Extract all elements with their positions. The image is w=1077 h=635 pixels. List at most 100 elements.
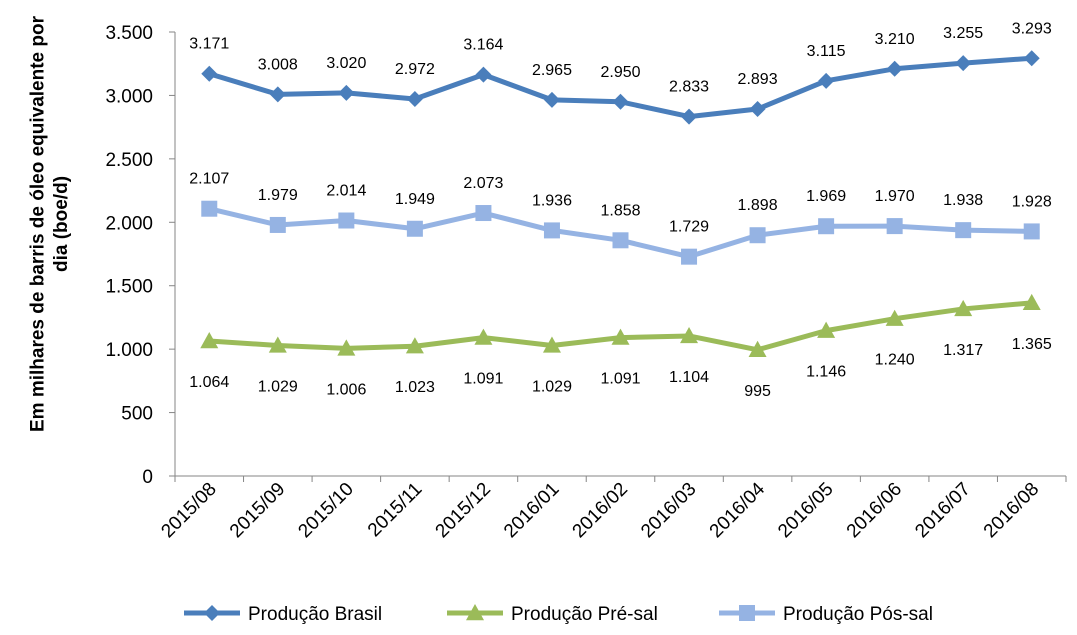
data-label: 2.833 — [669, 79, 709, 96]
x-tick-label: 2016/05 — [774, 479, 837, 542]
data-point — [680, 326, 699, 344]
data-point — [268, 336, 287, 353]
data-point — [955, 222, 972, 239]
x-tick-label: 2016/06 — [843, 479, 906, 542]
y-tick-label: 3.500 — [105, 23, 153, 44]
data-point — [337, 339, 356, 356]
y-axis-label: Em milhares de barris de óleo equivalent… — [27, 15, 72, 432]
data-point — [543, 91, 560, 108]
data-label: 3.020 — [326, 55, 366, 72]
data-point — [681, 248, 698, 265]
data-point — [475, 205, 492, 222]
data-label: 2.950 — [600, 64, 640, 81]
data-point — [818, 72, 835, 89]
x-tick-label: 2016/04 — [706, 478, 770, 542]
data-label: 1.858 — [600, 202, 640, 219]
data-point — [201, 65, 218, 82]
data-label: 1.029 — [532, 378, 572, 395]
x-tick-label: 2015/09 — [226, 479, 289, 542]
y-tick-label: 500 — [121, 404, 153, 425]
data-label: 1.023 — [395, 379, 435, 396]
data-label: 1.928 — [1012, 193, 1052, 210]
data-label: 1.006 — [326, 381, 366, 398]
y-tick-label: 1.000 — [105, 340, 153, 361]
legend-item: Produção Brasil — [184, 604, 382, 625]
data-label: 2.073 — [463, 175, 503, 192]
data-point — [749, 101, 766, 118]
data-point — [474, 328, 493, 345]
series-produ-o-brasil — [201, 50, 1040, 125]
y-axis-label-line: Em milhares de barris de óleo equivalent… — [27, 15, 48, 432]
data-label: 2.014 — [326, 183, 366, 200]
x-tick-label: 2016/01 — [500, 479, 563, 542]
data-label: 1.317 — [943, 342, 983, 359]
legend-marker — [739, 605, 755, 621]
data-point — [1023, 223, 1040, 240]
data-point — [612, 93, 629, 110]
legend-label: Produção Brasil — [248, 604, 382, 625]
chart-axes — [174, 32, 1066, 477]
y-tick-label: 2.500 — [105, 150, 153, 171]
data-point — [1022, 293, 1041, 311]
y-tick-label: 1.500 — [105, 277, 153, 298]
y-tick-label: 3.000 — [105, 86, 153, 107]
data-point — [475, 66, 492, 83]
data-point — [406, 220, 423, 237]
data-point — [749, 227, 766, 244]
y-tick-label: 0 — [142, 467, 153, 488]
data-point — [611, 328, 630, 345]
data-label: 1.979 — [258, 187, 298, 204]
data-point — [886, 60, 903, 77]
data-point — [405, 337, 424, 354]
data-label: 1.064 — [189, 374, 229, 391]
data-label: 1.029 — [258, 378, 298, 395]
data-label: 1.898 — [738, 197, 778, 214]
legend-item: Produção Pós-sal — [719, 604, 933, 625]
data-label: 1.091 — [463, 371, 503, 388]
x-tick-label: 2016/08 — [980, 479, 1043, 542]
series-layer — [200, 50, 1041, 357]
legend-item: Produção Pré-sal — [447, 604, 658, 625]
data-point — [748, 340, 767, 357]
data-label: 3.008 — [258, 56, 298, 73]
data-label: 995 — [744, 383, 771, 400]
legend-label: Produção Pré-sal — [511, 604, 658, 625]
y-axis-ticks: 0 500 1.000 1.500 2.000 2.500 3.000 3.500 — [105, 23, 175, 488]
data-label: 2.972 — [395, 61, 435, 78]
data-point — [338, 212, 355, 229]
x-tick-label: 2016/02 — [569, 479, 632, 542]
data-point — [612, 232, 629, 249]
data-point — [885, 309, 904, 326]
data-label: 2.107 — [189, 171, 229, 188]
data-label: 3.255 — [943, 25, 983, 42]
data-point — [542, 336, 561, 353]
data-label: 1.146 — [806, 364, 846, 381]
data-label: 1.969 — [806, 188, 846, 205]
x-tick-label: 2016/03 — [637, 479, 700, 542]
data-label: 3.164 — [463, 37, 503, 54]
series-produ-o-p-s-sal — [201, 200, 1040, 265]
data-point — [681, 108, 698, 125]
data-point — [1023, 50, 1040, 67]
data-label: 3.171 — [189, 36, 229, 53]
y-tick-label: 2.000 — [105, 213, 153, 234]
data-point — [886, 218, 903, 235]
data-label: 1.240 — [875, 352, 915, 369]
data-labels-layer: 1.064 1.029 1.006 1.023 1.091 1.029 1.091 1.104… — [189, 20, 1052, 400]
legend-marker — [204, 605, 220, 621]
legend-label: Produção Pós-sal — [783, 604, 933, 625]
data-label: 1.936 — [532, 192, 572, 209]
data-point — [818, 218, 835, 235]
x-axis-ticks: 2015/08 2015/09 2015/10 2015/11 2015/12 2016/… — [157, 476, 1067, 542]
legend-marker — [466, 604, 484, 621]
data-label: 2.965 — [532, 62, 572, 79]
data-label: 1.938 — [943, 192, 983, 209]
data-label: 3.115 — [807, 43, 846, 60]
data-label: 2.893 — [738, 71, 778, 88]
data-point — [201, 200, 218, 217]
series-produ-o-pr-sal — [200, 293, 1041, 357]
data-point — [269, 86, 286, 103]
data-label: 1.949 — [395, 191, 435, 208]
x-tick-label: 2015/12 — [432, 479, 495, 542]
